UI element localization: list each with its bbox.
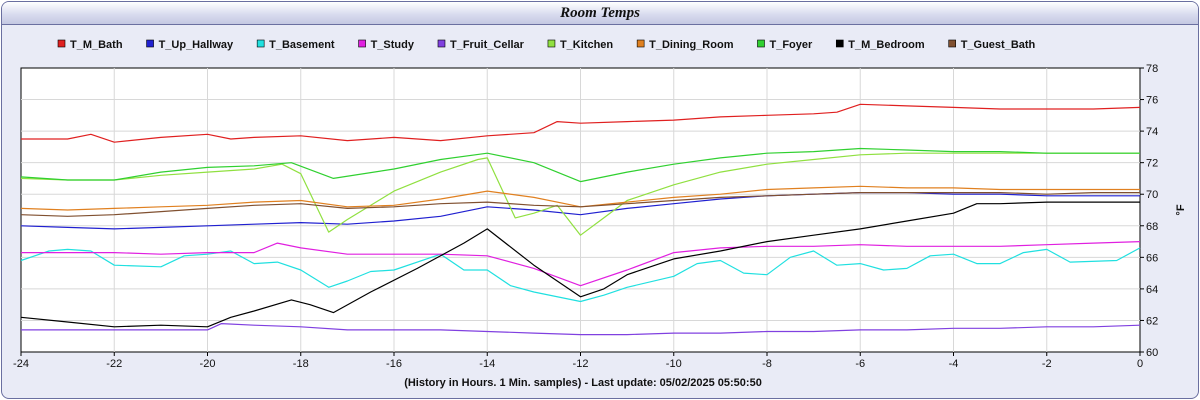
y-tick-label: 68 xyxy=(1146,221,1158,233)
y-tick-label: 62 xyxy=(1146,315,1158,327)
legend-swatch xyxy=(437,39,446,48)
legend-swatch xyxy=(835,39,844,48)
x-tick-label: -16 xyxy=(386,358,402,370)
x-tick-label: -12 xyxy=(573,358,589,370)
legend-swatch xyxy=(547,39,556,48)
legend-label: T_M_Bath xyxy=(70,39,123,51)
x-tick-label: -6 xyxy=(855,358,865,370)
legend-swatch xyxy=(146,39,154,48)
y-tick-label: 66 xyxy=(1146,252,1158,264)
grid xyxy=(21,68,1140,352)
y-tick-label: 78 xyxy=(1146,63,1158,75)
legend-swatch xyxy=(757,39,765,48)
legend-swatch xyxy=(256,39,265,48)
series-lines xyxy=(20,103,1141,336)
y-tick-label: 74 xyxy=(1146,126,1158,138)
y-axis: 60 62 64 66 68 70 72 74 76 78 xyxy=(1140,63,1158,359)
x-tick-label: -22 xyxy=(106,358,122,370)
x-tick-label: -4 xyxy=(949,358,959,370)
chart-title: Room Temps xyxy=(560,5,640,21)
legend-swatch xyxy=(636,39,645,48)
legend-swatch xyxy=(57,39,66,48)
series-line-t-basement xyxy=(20,247,1141,303)
legend-label: T_Fruit_Cellar xyxy=(450,39,525,51)
x-tick-label: -18 xyxy=(293,358,309,370)
series-line-t-m-bath xyxy=(21,103,1141,143)
y-tick-label: 70 xyxy=(1146,189,1158,201)
series-line-t-kitchen xyxy=(20,152,1140,236)
x-tick-label: -20 xyxy=(200,358,216,370)
legend-label: T_Up_Hallway xyxy=(159,39,234,51)
series-line-t-up-hallway xyxy=(20,192,1140,230)
x-axis-label: (History in Hours. 1 Min. samples) - Las… xyxy=(404,377,762,389)
x-tick-label: 0 xyxy=(1137,358,1143,370)
y-tick-label: 76 xyxy=(1146,95,1158,107)
y-axis-label: °F xyxy=(1175,204,1187,215)
legend-swatch xyxy=(948,39,956,48)
series-line-t-foyer xyxy=(20,147,1140,183)
legend-label: T_Dining_Room xyxy=(649,39,734,51)
legend-label: T_M_Bedroom xyxy=(848,39,925,51)
legend-label: T_Study xyxy=(371,39,415,51)
legend-swatch xyxy=(358,39,366,48)
x-tick-label: -14 xyxy=(479,358,495,370)
x-tick-label: -8 xyxy=(762,358,772,370)
legend-label: T_Basement xyxy=(269,39,335,51)
x-tick-label: -2 xyxy=(1042,358,1052,370)
x-tick-label: -24 xyxy=(13,358,29,370)
series-line-t-m-bedroom xyxy=(20,201,1140,328)
legend-label: T_Guest_Bath xyxy=(961,39,1036,51)
series-line-t-guest-bath xyxy=(20,192,1140,217)
y-tick-label: 60 xyxy=(1146,347,1158,359)
series-line-t-fruit-cellar xyxy=(21,323,1141,336)
y-tick-label: 72 xyxy=(1146,158,1158,170)
legend: T_M_Bath T_Up_Hallway T_Basement T_Study T_F… xyxy=(57,39,1036,51)
y-tick-label: 64 xyxy=(1146,284,1158,296)
series-line-t-study xyxy=(21,241,1141,287)
title-bar: Room Temps xyxy=(2,2,1198,25)
legend-label: T_Foyer xyxy=(769,39,813,51)
legend-label: T_Kitchen xyxy=(560,39,613,51)
x-axis: -24 -22 -20 -18 -16 -14 -12 -10 -8 -6 -4 -2 0 xyxy=(13,352,1143,370)
x-tick-label: -10 xyxy=(666,358,682,370)
